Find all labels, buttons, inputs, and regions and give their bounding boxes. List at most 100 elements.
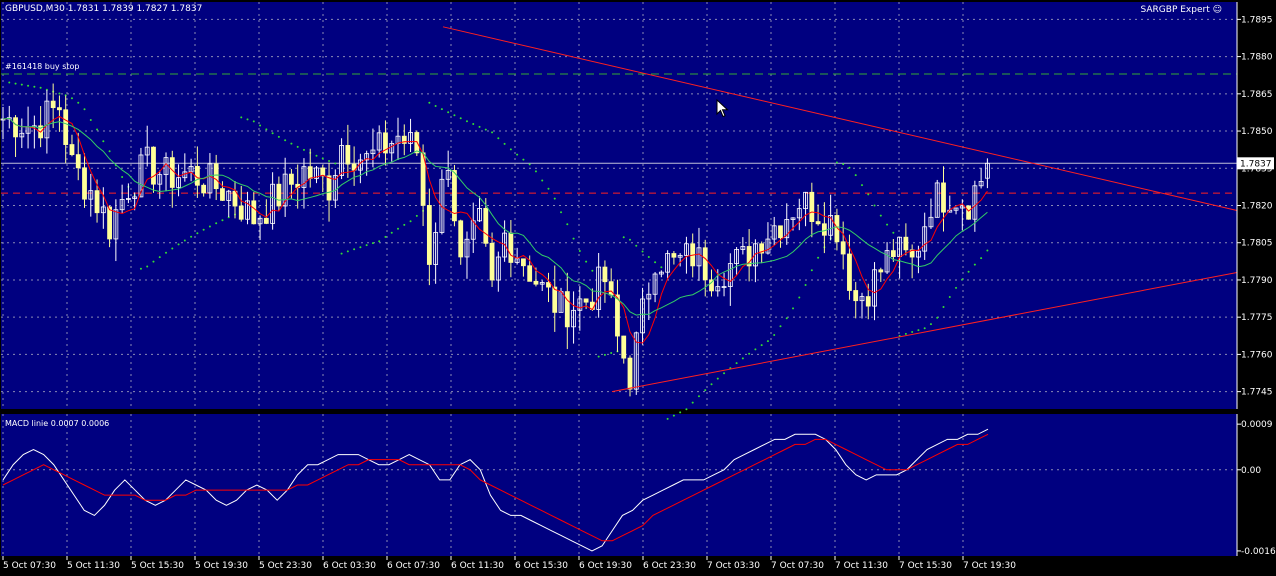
candle-body	[658, 271, 664, 275]
sar-dot	[917, 329, 920, 332]
candle-body	[263, 217, 269, 224]
sar-dot	[340, 252, 343, 255]
price-tick-label: 1.7775	[1241, 313, 1273, 323]
candle-body	[615, 294, 620, 337]
sar-dot	[597, 355, 600, 358]
macd-chart-area[interactable]	[1, 414, 1237, 556]
sar-dot	[754, 348, 757, 351]
candle-body	[596, 266, 602, 310]
candle-body	[282, 173, 288, 207]
sar-dot	[635, 244, 638, 247]
candle-body	[897, 236, 903, 258]
candle-body	[928, 216, 934, 228]
candle-body	[627, 357, 633, 390]
sar-dot	[810, 269, 813, 272]
sar-dot	[785, 317, 788, 320]
candle-body	[753, 243, 758, 267]
current-price-label: 1.7837	[1240, 159, 1272, 169]
candle-body	[13, 117, 18, 138]
expert-label: SARGBP Expert ☺	[1141, 5, 1222, 16]
sar-dot	[321, 157, 324, 160]
candle-body	[226, 190, 232, 201]
sar-dot	[302, 148, 305, 151]
sar-dot	[723, 372, 726, 375]
candle-body	[132, 196, 138, 199]
sar-dot	[835, 161, 838, 164]
sar-dot	[221, 219, 224, 222]
candle-body	[709, 279, 714, 292]
candle-body	[276, 183, 282, 207]
macd-tick-label: -0.0016	[1241, 547, 1276, 557]
sar-dot	[534, 170, 537, 173]
support-trendline	[611, 272, 1238, 393]
signal-line	[2, 433, 989, 542]
sar-dot	[560, 211, 563, 214]
sar-dot	[779, 325, 782, 328]
candle-body	[82, 167, 87, 200]
candle-body	[483, 208, 489, 244]
sar-dot	[440, 108, 443, 111]
price-tick-label: 1.7805	[1241, 239, 1273, 249]
candle-body	[527, 265, 533, 282]
sar-dot	[290, 142, 293, 145]
candle-body	[633, 332, 639, 390]
sar-dot	[948, 296, 951, 299]
candle-body	[220, 188, 225, 201]
sar-dot	[509, 148, 512, 151]
candle-body	[721, 286, 727, 288]
candle-body	[94, 190, 100, 214]
sar-dot	[265, 128, 268, 131]
candle-body	[884, 250, 890, 273]
candle-body	[696, 247, 702, 267]
sar-dot	[497, 137, 500, 140]
sar-dot	[158, 256, 161, 259]
buy-stop-order-label[interactable]: #161418 buy stop	[5, 62, 80, 71]
sar-dot	[766, 340, 769, 343]
sar-dot	[666, 417, 669, 420]
candle-body	[621, 335, 627, 359]
sar-dot	[403, 223, 406, 226]
candle-body	[464, 238, 470, 258]
candle-body	[169, 157, 175, 188]
sar-dot	[8, 81, 11, 84]
sar-dot	[478, 125, 481, 128]
time-tick-label: 5 Oct 15:30	[131, 561, 184, 571]
macd-line	[2, 428, 989, 552]
candle-body	[865, 296, 871, 307]
sar-dot	[152, 260, 155, 263]
candle-body	[232, 190, 238, 207]
candle-body	[364, 153, 370, 161]
sar-dot	[817, 256, 820, 259]
expert-name: SARGBP Expert	[1140, 5, 1210, 15]
sar-dot	[284, 139, 287, 142]
sar-dot	[547, 187, 550, 190]
price-tick-label: 1.7760	[1241, 350, 1273, 360]
candle-body	[100, 206, 106, 214]
time-tick-label: 6 Oct 23:30	[643, 561, 696, 571]
sar-dot	[942, 305, 945, 308]
sar-dot	[315, 154, 318, 157]
candle-body	[878, 269, 884, 273]
candle-body	[126, 198, 131, 200]
time-tick-label: 6 Oct 07:30	[387, 561, 440, 571]
sar-dot	[973, 263, 976, 266]
candle-body	[790, 217, 796, 220]
price-tick-label: 1.7895	[1241, 15, 1273, 25]
sar-dot	[447, 111, 450, 114]
candle-body	[289, 173, 294, 185]
candle-body	[489, 242, 495, 281]
sar-dot	[986, 249, 989, 252]
candle-body	[684, 243, 689, 256]
candle-body	[75, 154, 81, 169]
candle-body	[815, 221, 821, 225]
sar-dot	[860, 184, 863, 187]
time-tick-label: 5 Oct 23:30	[259, 561, 312, 571]
candle-body	[470, 220, 476, 240]
sar-dot	[553, 197, 556, 200]
price-tick-label: 1.7865	[1241, 90, 1273, 100]
sar-dot	[735, 362, 738, 365]
candle-body	[828, 215, 834, 236]
sar-dot	[967, 270, 970, 273]
